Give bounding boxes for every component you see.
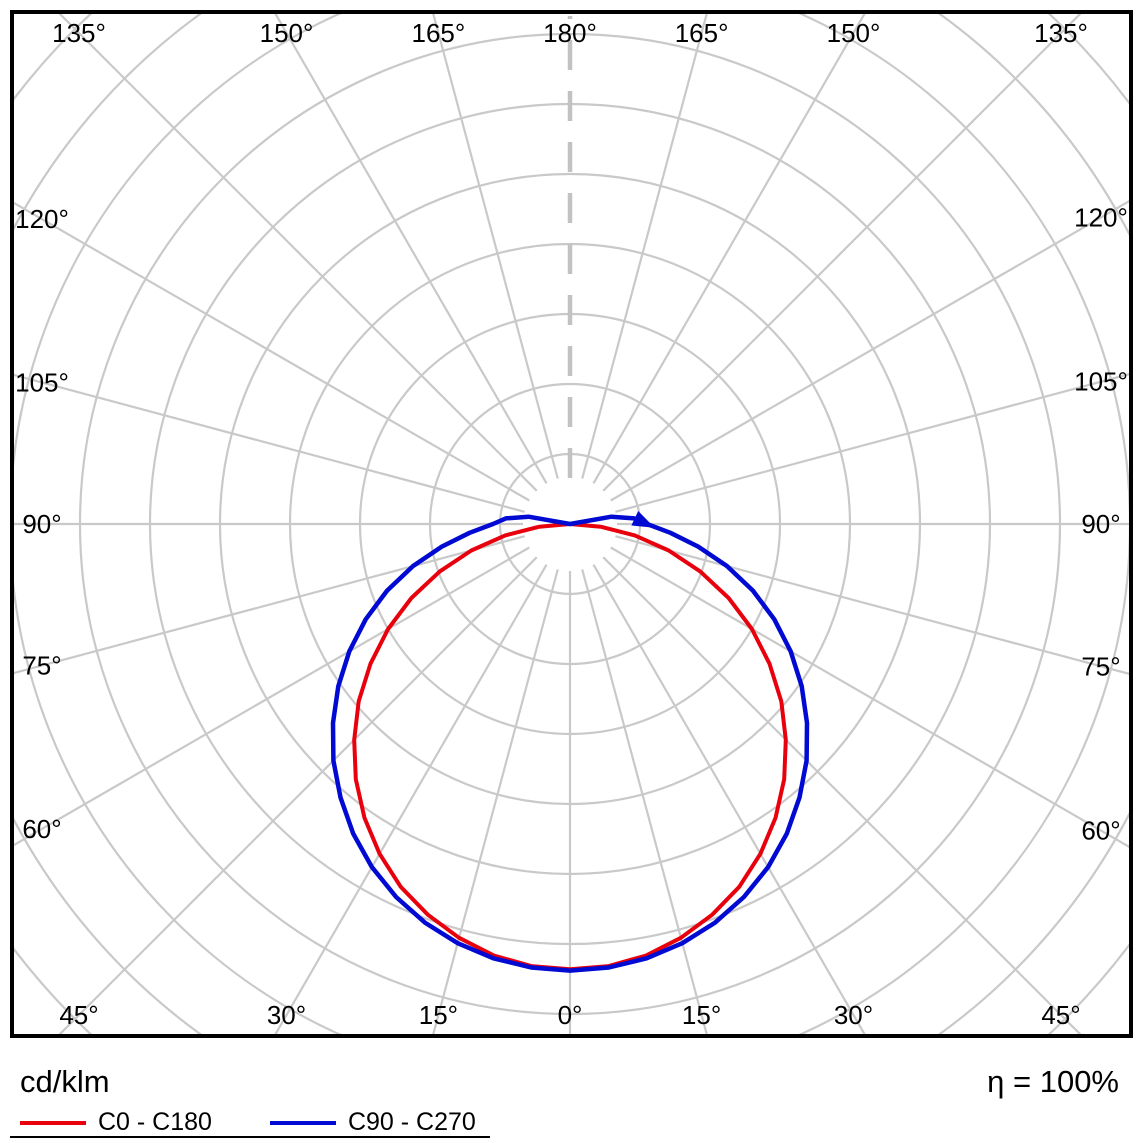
angle-label-150-l: 150° [260, 18, 314, 48]
grid-ray [432, 14, 559, 479]
grid-ray [610, 200, 1129, 502]
legend-swatch-c90-icon [269, 1120, 336, 1125]
angle-label-135-l: 135° [52, 18, 106, 48]
angle-label-75-r: 75° [1081, 651, 1120, 681]
angle-label-120-r: 120° [1074, 202, 1128, 232]
grid-ray [273, 564, 548, 1036]
legend-item-c0-c180: C0 - C180 [20, 1108, 212, 1137]
grid-ray [274, 14, 548, 484]
chart-frame [10, 10, 1133, 1038]
angle-label-165-r: 165° [675, 18, 729, 48]
angle-label-180-r: 180° [543, 18, 597, 48]
angle-label-150-r: 150° [827, 18, 881, 48]
grid-ray [14, 535, 525, 675]
grid-ray [56, 556, 538, 1036]
angle-label-60-l: 60° [22, 814, 61, 844]
grid-ray [610, 546, 1129, 848]
grid-ray [592, 14, 866, 484]
angle-label-15-r: 15° [682, 1000, 721, 1030]
curves [330, 511, 810, 973]
grid-ray [581, 569, 709, 1036]
grid-ray [581, 14, 708, 479]
efficiency-value: η = 100% [987, 1064, 1119, 1099]
legend-swatch-c0-icon [20, 1120, 86, 1125]
angle-label-105-r: 105° [1074, 367, 1128, 397]
footer: cd/klm η = 100% C0 - C180 C90 - C270 [0, 1042, 1143, 1143]
legend: C0 - C180 C90 - C270 [20, 1108, 476, 1137]
legend-label-c90: C90 - C270 [347, 1108, 476, 1136]
grid-ray [592, 564, 867, 1036]
unit-label: cd/klm [20, 1064, 110, 1099]
legend-label-c0: C0 - C180 [98, 1108, 212, 1136]
angle-label-135-r: 135° [1034, 18, 1088, 48]
angle-label-0-r: 0° [558, 1000, 583, 1030]
angle-label-90-r: 90° [1081, 509, 1120, 539]
legend-item-c90-c270: C90 - C270 [269, 1108, 476, 1137]
grid-ray [602, 556, 1084, 1036]
angle-label-105-l: 105° [15, 368, 69, 398]
grid-ray [14, 373, 525, 513]
angle-label-165-l: 165° [412, 18, 466, 48]
legend-underline [10, 1136, 490, 1138]
angle-label-75-l: 75° [22, 651, 61, 681]
angle-label-30-l: 30° [267, 1000, 306, 1030]
grid-ray [58, 14, 538, 492]
curve-direction-arrow-icon [631, 511, 655, 528]
grid-ray [602, 14, 1082, 492]
grid-ray [615, 535, 1129, 675]
angle-label-60-r: 60° [1081, 816, 1120, 846]
curve-c90-c270 [330, 514, 810, 973]
grid-ray [14, 546, 530, 847]
angle-label-90-l: 90° [22, 509, 61, 539]
angle-label-120-l: 120° [15, 204, 69, 234]
angle-label-15-l: 15° [419, 1000, 458, 1030]
angle-labels: 0° 15° 15° 30° 30° 45° 45° 60° 60° 75° 75° 90° 90° 10… [15, 18, 1128, 1030]
angle-label-45-r: 45° [1041, 1000, 1080, 1030]
angle-label-30-r: 30° [834, 1000, 873, 1030]
grid-ray [14, 201, 530, 502]
grid-ray [615, 373, 1129, 513]
angle-label-45-l: 45° [59, 1000, 98, 1030]
grid-ray [431, 569, 559, 1036]
